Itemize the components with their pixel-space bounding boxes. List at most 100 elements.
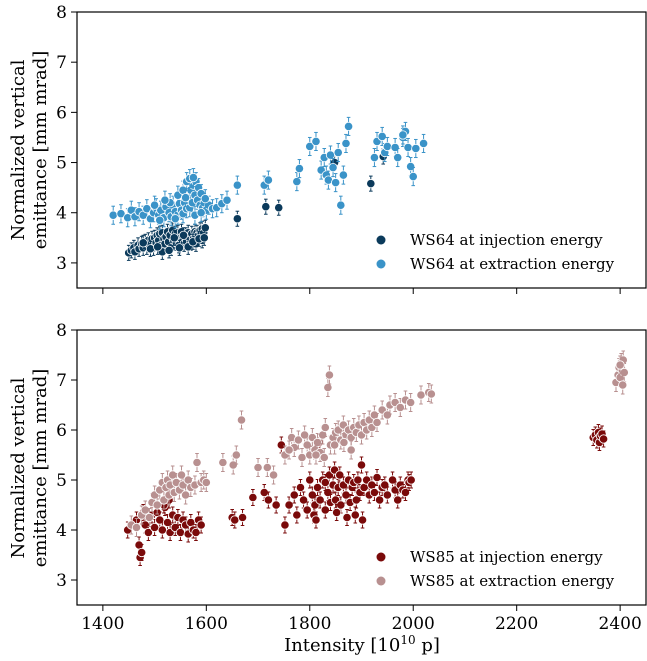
- data-point: [338, 170, 348, 180]
- data-point: [343, 121, 354, 132]
- bottom-ylabel-line2: emittance [mm mrad]: [30, 369, 51, 568]
- data-point: [320, 505, 330, 515]
- data-point: [324, 370, 335, 380]
- data-point: [618, 380, 628, 390]
- data-point: [170, 214, 180, 224]
- data-point: [280, 520, 290, 530]
- series-ws64-at-injection-energy: [124, 148, 388, 261]
- data-point: [155, 215, 165, 225]
- data-point: [302, 505, 312, 515]
- data-point: [375, 495, 385, 505]
- data-point: [305, 475, 315, 485]
- legend-marker-ws85-injection: [376, 552, 386, 562]
- data-point: [253, 462, 263, 473]
- y-tick-label: 5: [56, 154, 67, 174]
- data-point: [298, 495, 309, 505]
- data-point: [426, 389, 436, 399]
- legend-marker-ws64-extraction: [376, 259, 386, 269]
- bottom-legend: WS85 at injection energy WS85 at extract…: [376, 548, 615, 590]
- x-tick-label: 1800: [288, 614, 331, 634]
- data-point: [346, 445, 356, 455]
- data-point: [196, 208, 206, 218]
- data-point: [236, 415, 247, 425]
- data-point: [311, 515, 321, 525]
- top-ylabel-line1: Normalized vertical: [8, 59, 29, 240]
- data-point: [357, 515, 368, 525]
- data-point: [192, 457, 202, 468]
- series-ws85-at-extraction-energy: [126, 350, 629, 537]
- data-point: [416, 390, 426, 400]
- data-point: [393, 152, 403, 163]
- data-point: [152, 500, 162, 510]
- data-point: [116, 209, 126, 219]
- data-point: [619, 367, 629, 378]
- data-point: [232, 180, 242, 190]
- x-tick-label: 2200: [495, 614, 538, 634]
- data-point: [408, 171, 418, 182]
- data-point: [237, 512, 248, 523]
- data-point: [369, 487, 380, 498]
- y-tick-label: 6: [56, 103, 67, 123]
- data-point: [328, 162, 338, 173]
- data-point: [372, 472, 382, 483]
- legend-marker-ws64-injection: [376, 235, 386, 245]
- data-point: [294, 163, 305, 174]
- y-tick-label: 8: [56, 321, 67, 341]
- data-point: [248, 492, 258, 503]
- data-point: [382, 490, 392, 500]
- data-point: [333, 147, 343, 158]
- data-point: [330, 440, 340, 450]
- data-point: [153, 242, 163, 252]
- data-point: [356, 460, 367, 470]
- data-point: [228, 460, 238, 470]
- data-point: [231, 450, 241, 460]
- data-point: [305, 141, 315, 152]
- data-point: [292, 510, 302, 520]
- bottom-series-layer: [123, 350, 629, 566]
- data-point: [615, 360, 625, 370]
- legend-label-ws85-injection: WS85 at injection energy: [410, 548, 603, 566]
- data-point: [311, 136, 321, 147]
- y-tick-label: 5: [56, 471, 67, 491]
- data-point: [284, 500, 294, 510]
- data-point: [311, 450, 321, 460]
- data-point: [315, 495, 325, 505]
- data-point: [350, 510, 360, 520]
- series-ws64-at-extraction-energy: [108, 116, 429, 230]
- data-point: [181, 490, 191, 500]
- data-point: [261, 202, 271, 212]
- bottom-ylabel-line1: Normalized vertical: [8, 377, 29, 558]
- y-tick-label: 7: [56, 53, 67, 73]
- data-point: [398, 130, 408, 140]
- data-point: [222, 195, 232, 205]
- data-point: [331, 178, 341, 188]
- top-series-layer: [108, 116, 429, 261]
- data-point: [332, 507, 342, 518]
- data-point: [196, 520, 206, 530]
- y-tick-label: 6: [56, 421, 67, 441]
- data-point: [274, 203, 284, 213]
- data-point: [323, 382, 333, 393]
- data-point: [218, 457, 228, 468]
- top-ylabel-line2: emittance [mm mrad]: [30, 51, 51, 250]
- data-point: [188, 173, 198, 183]
- data-point: [400, 487, 411, 498]
- data-point: [169, 233, 179, 243]
- data-point: [191, 527, 201, 538]
- top-legend: WS64 at injection energy WS64 at extract…: [376, 231, 615, 273]
- series-ws85-at-injection-energy: [123, 424, 609, 566]
- x-axis-label-main: Intensity [10: [284, 635, 400, 656]
- data-point: [201, 477, 211, 488]
- data-point: [232, 214, 242, 224]
- top-panel: 3 4 5 6 7 8 Normalized vertical emittance [mm…: [8, 3, 647, 294]
- data-point: [377, 131, 387, 142]
- data-point: [341, 138, 351, 149]
- data-point: [268, 470, 279, 480]
- data-point: [262, 462, 272, 473]
- data-point: [335, 470, 345, 480]
- data-point: [140, 505, 150, 515]
- data-point: [271, 500, 281, 510]
- data-point: [199, 233, 209, 243]
- data-point: [176, 470, 187, 480]
